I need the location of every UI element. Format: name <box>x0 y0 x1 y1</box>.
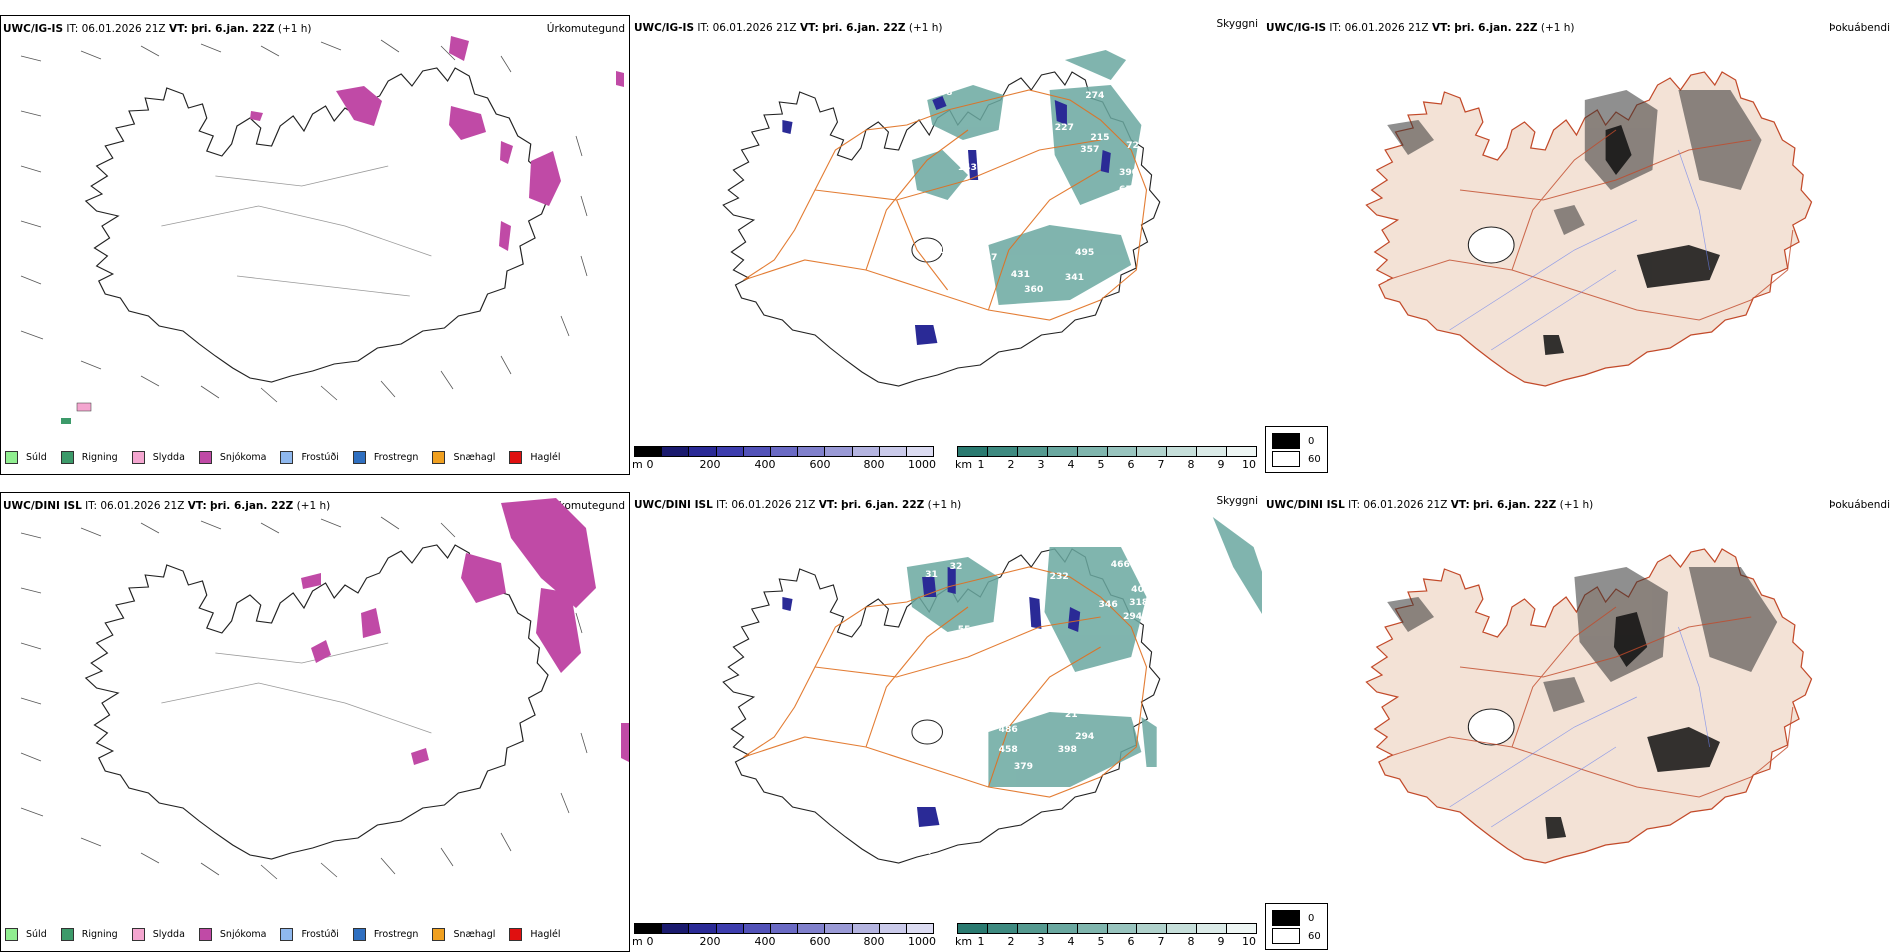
panel-title: UWC/DINI ISL IT: 06.01.2026 21Z VT: þri.… <box>1266 499 1594 511</box>
svg-text:458: 458 <box>999 745 1018 755</box>
svg-text:72: 72 <box>1126 141 1139 151</box>
panel-title: UWC/IG-IS IT: 06.01.2026 21Z VT: þri. 6.… <box>3 23 312 35</box>
svg-text:466: 466 <box>1111 560 1130 570</box>
svg-text:379: 379 <box>1014 762 1033 772</box>
precip-type-legend: Súld Rigning Slydda Snjókoma Frostúði Fr… <box>5 451 575 464</box>
visibility-colorbar: km 1 2 3 4 5 6 7 8 9 10 <box>955 446 1257 471</box>
legend-item: Slydda <box>131 928 185 941</box>
svg-text:143: 143 <box>922 726 941 736</box>
legend-item: Súld <box>5 451 47 464</box>
cloud-map: 398 47 143 141 227 215 357 390 495 597 4… <box>722 50 1161 387</box>
svg-text:55: 55 <box>958 625 971 635</box>
precip-type-panel-dini: UWC/DINI ISL IT: 06.01.2026 21Z VT: þri.… <box>0 492 630 952</box>
fog-map <box>1365 71 1813 387</box>
panel-field-name: Úrkomutegund <box>546 23 625 35</box>
visibility-colorbar-bar <box>957 446 1257 457</box>
legend-item: Frostregn <box>352 451 418 464</box>
svg-text:47: 47 <box>973 79 986 89</box>
panel-title: UWC/DINI ISL IT: 06.01.2026 21Z VT: þri.… <box>634 499 962 511</box>
legend-item: Snæhagl <box>432 451 495 464</box>
fog-legend-item: 0 <box>1272 910 1321 926</box>
panel-field-name: Þokuábendi <box>1829 22 1890 34</box>
svg-text:360: 360 <box>1024 285 1043 295</box>
fog-panel-ig: UWC/IG-IS IT: 06.01.2026 21Z VT: þri. 6.… <box>1264 15 1894 475</box>
svg-text:215: 215 <box>1090 133 1109 143</box>
fog-legend-item: 0 <box>1272 433 1321 449</box>
panel-title: UWC/IG-IS IT: 06.01.2026 21Z VT: þri. 6.… <box>1266 22 1575 34</box>
fog-map <box>1365 548 1813 864</box>
legend-item: Snjókoma <box>198 928 266 941</box>
svg-text:141: 141 <box>925 246 944 256</box>
panel-title: UWC/DINI ISL IT: 06.01.2026 21Z VT: þri.… <box>3 500 331 512</box>
svg-text:486: 486 <box>999 725 1018 735</box>
svg-text:143: 143 <box>958 163 977 173</box>
legend-item: Rigning <box>60 928 118 941</box>
svg-text:31: 31 <box>925 570 938 580</box>
visibility-colorbar: km 1 2 3 4 5 6 7 8 9 10 <box>955 923 1257 948</box>
svg-text:65: 65 <box>1119 185 1132 195</box>
cloudbase-colorbar: m 0 200 400 600 800 1000 <box>632 446 936 471</box>
svg-text:294: 294 <box>1075 732 1094 742</box>
svg-text:398: 398 <box>1058 745 1077 755</box>
precip-type-map <box>20 36 624 424</box>
cloudbase-colorbar: m 0 200 400 600 800 1000 <box>632 923 936 948</box>
cloud-map: 31 32 232 466 408 486 458 379 398 294 14… <box>722 517 1262 864</box>
svg-text:357: 357 <box>1080 145 1099 155</box>
svg-text:227: 227 <box>1055 123 1074 133</box>
svg-text:597: 597 <box>978 253 997 263</box>
svg-text:248: 248 <box>917 365 936 375</box>
legend-item: Rigning <box>60 451 118 464</box>
svg-text:32: 32 <box>950 562 963 572</box>
svg-text:274: 274 <box>1085 91 1104 101</box>
svg-text:232: 232 <box>1050 572 1069 582</box>
legend-item: Haglél <box>509 451 561 464</box>
legend-item: Frostúði <box>280 451 339 464</box>
legend-item: Frostúði <box>280 928 339 941</box>
svg-text:431: 431 <box>1011 270 1030 280</box>
fog-panel-dini: UWC/DINI ISL IT: 06.01.2026 21Z VT: þri.… <box>1264 492 1894 952</box>
svg-text:495: 495 <box>1075 248 1094 258</box>
legend-item: Haglél <box>509 928 561 941</box>
visibility-colorbar-bar <box>957 923 1257 934</box>
legend-item: Frostregn <box>352 928 418 941</box>
panel-title: UWC/IG-IS IT: 06.01.2026 21Z VT: þri. 6.… <box>634 22 943 34</box>
svg-text:294: 294 <box>1123 612 1142 622</box>
svg-text:21: 21 <box>1065 710 1078 720</box>
fog-legend: 0 60 <box>1265 426 1328 473</box>
svg-text:341: 341 <box>1065 273 1084 283</box>
fog-legend: 0 60 <box>1265 903 1328 950</box>
cloudbase-colorbar-bar <box>634 923 934 934</box>
panel-field-name: Skyggni <box>1216 495 1259 507</box>
svg-text:346: 346 <box>1099 600 1118 610</box>
panel-field-name: Þokuábendi <box>1829 499 1890 511</box>
svg-text:318: 318 <box>1129 598 1148 608</box>
svg-text:398: 398 <box>933 88 952 98</box>
legend-item: Slydda <box>131 451 185 464</box>
legend-item: Súld <box>5 928 47 941</box>
legend-item: Snæhagl <box>432 928 495 941</box>
precip-type-legend: Súld Rigning Slydda Snjókoma Frostúði Fr… <box>5 928 575 941</box>
svg-text:390: 390 <box>1119 168 1138 178</box>
precip-type-panel-ig: UWC/IG-IS IT: 06.01.2026 21Z VT: þri. 6.… <box>0 15 630 475</box>
panel-field-name: Skyggni <box>1216 18 1259 30</box>
fog-legend-item: 60 <box>1272 928 1321 944</box>
cloud-panel-ig: UWC/IG-IS IT: 06.01.2026 21Z VT: þri. 6.… <box>632 15 1262 475</box>
svg-text:34: 34 <box>919 847 932 857</box>
fog-legend-item: 60 <box>1272 451 1321 467</box>
precip-type-map <box>20 498 629 880</box>
svg-text:408: 408 <box>1131 585 1150 595</box>
cloud-panel-dini: UWC/DINI ISL IT: 06.01.2026 21Z VT: þri.… <box>632 492 1262 952</box>
cloudbase-colorbar-bar <box>634 446 934 457</box>
legend-item: Snjókoma <box>198 451 266 464</box>
